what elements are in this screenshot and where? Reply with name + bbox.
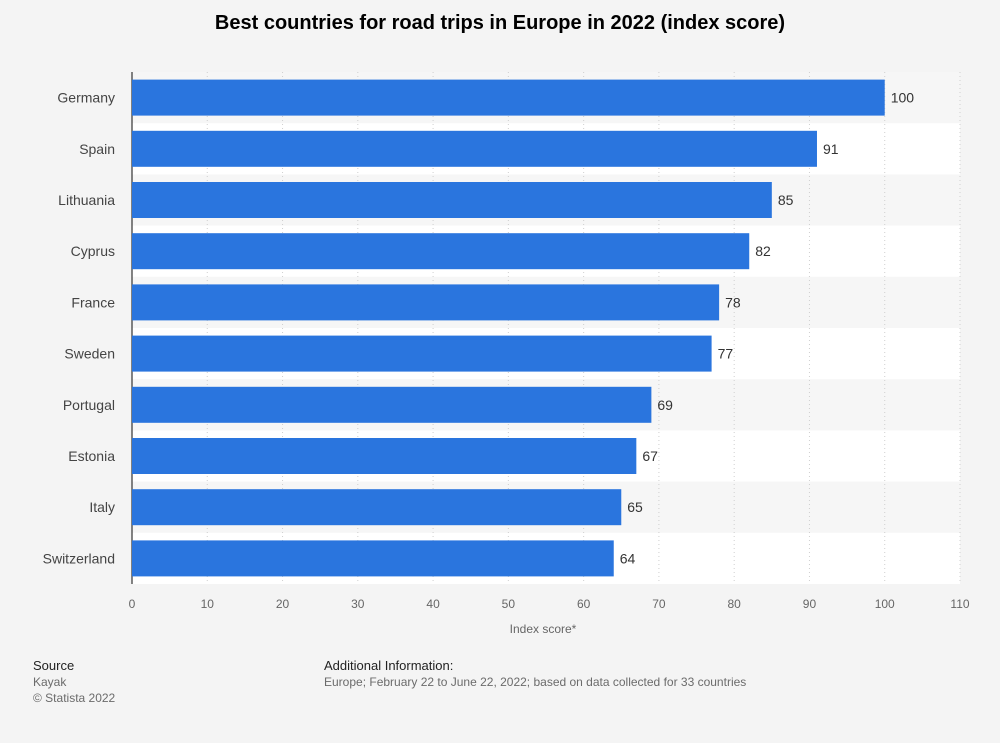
x-tick-label: 100 — [875, 597, 895, 611]
category-label: Sweden — [64, 346, 115, 362]
source-name[interactable]: Kayak — [33, 675, 67, 689]
bar — [132, 438, 637, 474]
x-axis-title: Index score* — [510, 622, 577, 636]
x-tick-label: 60 — [577, 597, 591, 611]
data-label: 82 — [755, 243, 771, 259]
category-label: France — [71, 294, 115, 310]
additional-info-text: Europe; February 22 to June 22, 2022; ba… — [324, 675, 747, 689]
x-tick-label: 10 — [201, 597, 215, 611]
bar — [132, 233, 750, 270]
data-label: 100 — [891, 90, 915, 106]
data-label: 85 — [778, 192, 794, 208]
bar — [132, 386, 652, 423]
x-tick-label: 110 — [950, 597, 969, 611]
category-label: Lithuania — [58, 192, 115, 208]
x-tick-label: 50 — [502, 597, 516, 611]
bar — [132, 79, 885, 116]
chart-title: Best countries for road trips in Europe … — [214, 12, 786, 34]
category-label: Estonia — [68, 448, 115, 464]
copyright-text: © Statista 2022 — [33, 691, 116, 705]
x-tick-label: 0 — [129, 597, 136, 611]
category-label: Portugal — [63, 397, 115, 413]
x-tick-label: 20 — [276, 597, 290, 611]
category-label: Spain — [79, 141, 115, 157]
category-label: Germany — [57, 90, 115, 106]
x-tick-label: 90 — [803, 597, 817, 611]
bar — [132, 284, 720, 321]
x-tick-label: 30 — [351, 597, 365, 611]
data-label: 65 — [627, 499, 643, 515]
category-label: Cyprus — [71, 243, 115, 259]
data-label: 64 — [620, 550, 636, 566]
x-tick-label: 80 — [728, 597, 742, 611]
bar — [132, 130, 817, 167]
data-label: 69 — [657, 397, 673, 413]
data-label: 77 — [718, 346, 734, 362]
source-heading: Source — [33, 658, 75, 673]
bar — [132, 182, 772, 218]
category-label: Italy — [89, 499, 115, 515]
additional-info-section: Additional Information: Europe; February… — [324, 658, 746, 690]
bar — [132, 489, 622, 526]
x-tick-label: 40 — [426, 597, 440, 611]
bar — [132, 335, 712, 372]
x-tick-label: 70 — [652, 597, 666, 611]
additional-info-heading: Additional Information: — [324, 658, 454, 673]
category-label: Switzerland — [43, 550, 115, 566]
data-label: 78 — [725, 294, 741, 310]
bar — [132, 540, 614, 577]
data-label: 67 — [642, 448, 658, 464]
source-section: Source Kayak © Statista 2022 — [33, 658, 115, 706]
data-label: 91 — [823, 141, 839, 157]
